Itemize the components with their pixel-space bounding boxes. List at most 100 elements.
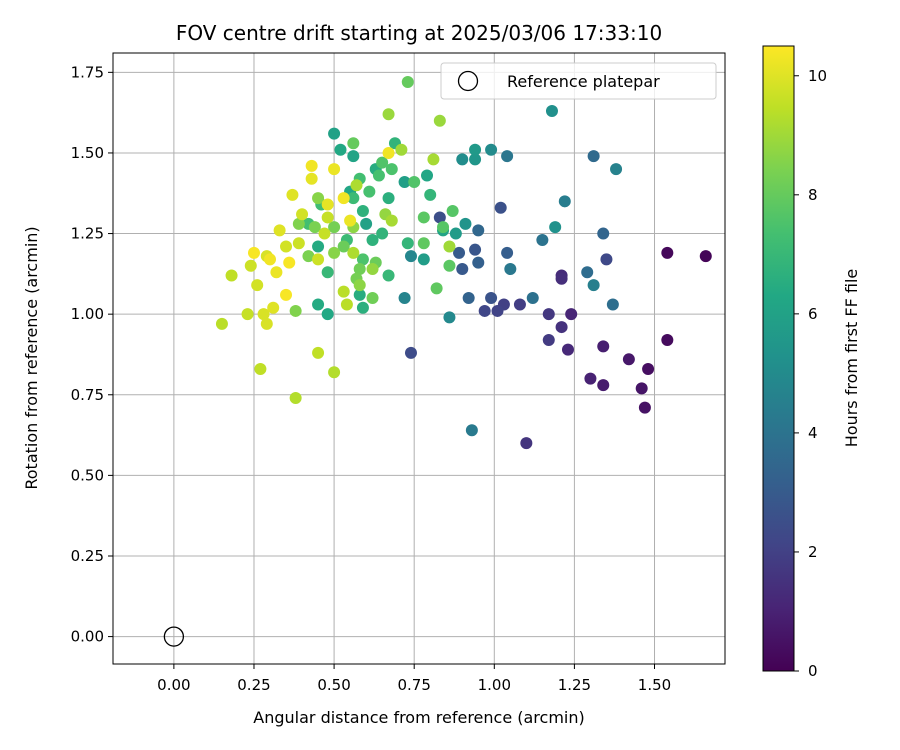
y-axis-ticks: 0.00 0.25 0.50 0.75 1.00 1.25 1.50 1.75 bbox=[71, 63, 113, 646]
colorbar-tick-label: 4 bbox=[808, 424, 818, 442]
data-point bbox=[401, 237, 414, 250]
colorbar-tick-label: 2 bbox=[808, 543, 818, 561]
data-point bbox=[328, 366, 341, 379]
data-point bbox=[244, 259, 257, 272]
data-point bbox=[424, 188, 437, 201]
data-point bbox=[283, 256, 296, 269]
data-point bbox=[321, 266, 334, 279]
data-point bbox=[558, 195, 571, 208]
y-tick-label: 0.25 bbox=[71, 547, 104, 565]
x-tick-label: 1.50 bbox=[638, 676, 671, 694]
data-point bbox=[337, 192, 350, 205]
data-point bbox=[398, 175, 411, 188]
legend-marker-circle bbox=[457, 70, 479, 92]
data-point bbox=[312, 298, 325, 311]
data-point bbox=[328, 221, 341, 234]
data-point bbox=[347, 137, 360, 150]
x-tick-label: 1.00 bbox=[478, 676, 511, 694]
data-point bbox=[597, 379, 610, 392]
data-point bbox=[661, 246, 674, 259]
data-point bbox=[513, 298, 526, 311]
data-point bbox=[520, 437, 533, 450]
colorbar: 0 2 4 6 8 10 Hours from first FF file bbox=[762, 45, 861, 680]
colorbar-ticks: 0 2 4 6 8 10 bbox=[794, 67, 827, 680]
data-point bbox=[350, 179, 363, 192]
plot-frame bbox=[112, 52, 726, 665]
data-point bbox=[472, 256, 485, 269]
legend-label: Reference platepar bbox=[507, 72, 660, 91]
data-point bbox=[312, 192, 325, 205]
data-point bbox=[453, 246, 466, 259]
data-point bbox=[337, 240, 350, 253]
data-point bbox=[699, 250, 712, 263]
data-point bbox=[321, 211, 334, 224]
data-point bbox=[376, 156, 389, 169]
data-point bbox=[286, 188, 299, 201]
x-axis-ticks: 0.00 0.25 0.50 0.75 1.00 1.25 1.50 bbox=[157, 664, 671, 694]
data-point bbox=[661, 333, 674, 346]
x-tick-label: 0.00 bbox=[157, 676, 190, 694]
data-point bbox=[635, 382, 648, 395]
data-point bbox=[555, 321, 568, 334]
data-point bbox=[260, 317, 273, 330]
data-point bbox=[584, 372, 597, 385]
x-axis-label: Angular distance from reference (arcmin) bbox=[253, 708, 584, 727]
y-tick-label: 1.50 bbox=[71, 144, 104, 162]
data-point bbox=[401, 76, 414, 89]
data-point bbox=[321, 308, 334, 321]
legend: Reference platepar bbox=[440, 62, 717, 100]
data-point bbox=[485, 292, 498, 305]
data-point bbox=[421, 169, 434, 182]
data-point bbox=[622, 353, 635, 366]
data-point bbox=[542, 308, 555, 321]
data-point bbox=[385, 163, 398, 176]
y-axis-label: Rotation from reference (arcmin) bbox=[22, 226, 41, 489]
data-point bbox=[312, 346, 325, 359]
data-point bbox=[267, 301, 280, 314]
data-point bbox=[526, 292, 539, 305]
scatter-points bbox=[215, 76, 712, 450]
y-tick-label: 1.25 bbox=[71, 225, 104, 243]
data-point bbox=[600, 253, 613, 266]
colorbar-label: Hours from first FF file bbox=[842, 269, 861, 448]
data-point bbox=[270, 266, 283, 279]
data-point bbox=[587, 279, 600, 292]
data-point bbox=[292, 237, 305, 250]
x-tick-label: 0.75 bbox=[397, 676, 430, 694]
data-point bbox=[382, 269, 395, 282]
y-tick-label: 0.75 bbox=[71, 386, 104, 404]
data-point bbox=[638, 401, 651, 414]
data-point bbox=[328, 163, 341, 176]
data-point bbox=[382, 192, 395, 205]
data-point bbox=[337, 285, 350, 298]
data-point bbox=[469, 153, 482, 166]
y-tick-label: 1.00 bbox=[71, 305, 104, 323]
data-point bbox=[433, 211, 446, 224]
data-point bbox=[408, 175, 421, 188]
data-point bbox=[254, 362, 267, 375]
data-point bbox=[536, 234, 549, 247]
data-point bbox=[328, 246, 341, 259]
data-point bbox=[501, 150, 514, 163]
data-point bbox=[456, 263, 469, 276]
data-point bbox=[334, 143, 347, 156]
data-point bbox=[469, 243, 482, 256]
grid-lines bbox=[113, 53, 725, 664]
data-point bbox=[395, 143, 408, 156]
data-point bbox=[382, 146, 395, 159]
data-point bbox=[321, 198, 334, 211]
data-point bbox=[581, 266, 594, 279]
data-point bbox=[491, 304, 504, 317]
data-point bbox=[344, 214, 357, 227]
data-point bbox=[597, 227, 610, 240]
data-point bbox=[347, 150, 360, 163]
data-point bbox=[318, 227, 331, 240]
data-point bbox=[437, 221, 450, 234]
data-point bbox=[366, 234, 379, 247]
colorbar-tick-label: 0 bbox=[808, 662, 818, 680]
x-tick-label: 0.50 bbox=[317, 676, 350, 694]
x-tick-label: 0.25 bbox=[237, 676, 270, 694]
data-point bbox=[305, 172, 318, 185]
data-point bbox=[555, 272, 568, 285]
data-point bbox=[549, 221, 562, 234]
